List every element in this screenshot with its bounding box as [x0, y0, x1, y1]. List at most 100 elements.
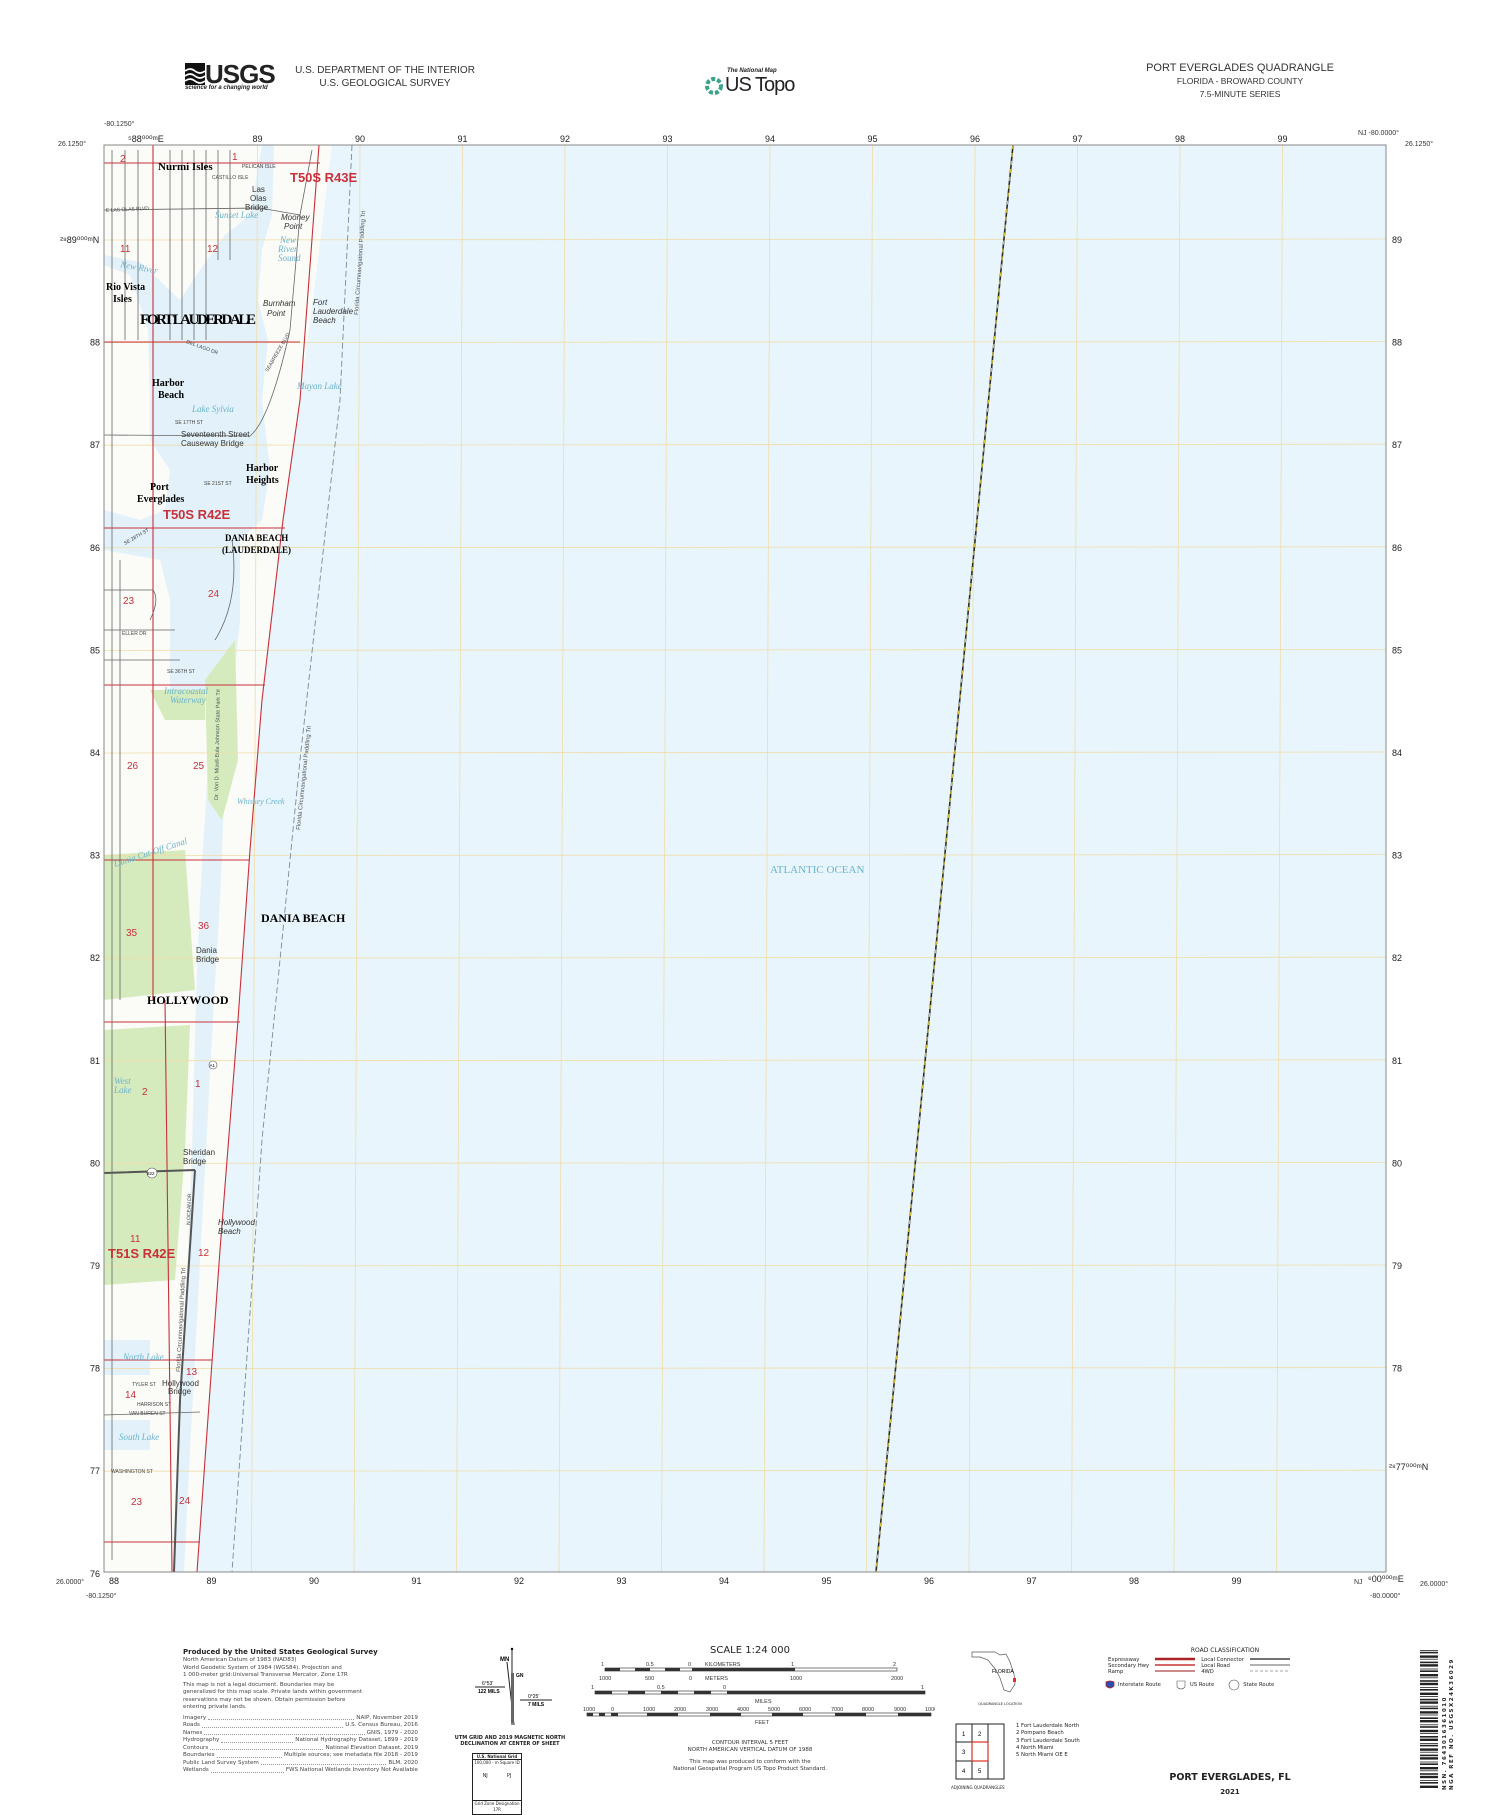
- barcode-bar: [1420, 1650, 1438, 1651]
- easting-tick-label: 89: [207, 1576, 217, 1586]
- usgs-logo: USGS science for a changing world: [185, 61, 276, 91]
- barcode-bar: [1420, 1733, 1438, 1734]
- source-value: U.S. Census Bureau, 2016: [345, 1722, 418, 1728]
- barcode-bar: [1420, 1767, 1438, 1770]
- contour-interval: CONTOUR INTERVAL 5 FEET: [711, 1740, 789, 1746]
- barcode-bar: [1420, 1711, 1438, 1714]
- map-neatline: [103, 144, 1387, 1573]
- scale-title: SCALE 1:24 000: [710, 1645, 790, 1656]
- northing-tick-label: 78: [1392, 1364, 1402, 1374]
- northing-tick-label: 79: [90, 1261, 100, 1271]
- label-intracoastal-1: Intracoastal: [163, 686, 208, 696]
- label-dania-beach: DANIA BEACH: [261, 911, 346, 925]
- decl-left-mils: 122 MILS: [478, 1689, 500, 1695]
- label-rio-vista-2: Isles: [113, 294, 132, 305]
- scale-segment: [647, 1713, 678, 1716]
- adjoining-name: 3 Fort Lauderdale South: [1016, 1737, 1080, 1744]
- label-mooney-1: Mooney: [281, 213, 310, 222]
- corner-ne-lon: NJ -80.0000°: [1358, 129, 1399, 137]
- northing-tick-label: 82: [90, 953, 100, 963]
- northing-tick-label: 83: [1392, 851, 1402, 861]
- scale-tick: 0: [723, 1685, 726, 1691]
- datum-line: World Geodetic System of 1984 (WGS84). P…: [183, 1664, 342, 1671]
- barcode-bar: [1420, 1748, 1438, 1751]
- scale-segment: [898, 1713, 931, 1716]
- scale-segment: [665, 1668, 680, 1671]
- topographic-map[interactable]: Nurmi Isles FORT LAUDERDALE Rio Vista Is…: [0, 0, 1500, 1640]
- source-row: Hydrography National Hydrography Dataset,…: [183, 1737, 418, 1745]
- source-row: Roads U.S. Census Bureau, 2016: [183, 1722, 418, 1730]
- corner-nw-lat: 26.1250°: [58, 140, 86, 148]
- adjoining-cell: 4: [962, 1769, 966, 1775]
- source-label: Roads: [183, 1722, 200, 1728]
- label-sheridan-2: Bridge: [183, 1157, 207, 1166]
- decl-right-angle: 0°25': [528, 1694, 539, 1700]
- northing-tick-label: 87: [1392, 440, 1402, 450]
- label-rio-vista-1: Rio Vista: [106, 282, 145, 293]
- scale-unit: METERS: [705, 1676, 728, 1682]
- label-paddling-trail: Florida Circumnavigational Paddling Trl: [176, 1268, 187, 1373]
- label-burnham-1: Burnham: [263, 299, 296, 308]
- legend-secondary-hwy: Secondary Hwy: [1108, 1663, 1150, 1669]
- scale-segment: [835, 1713, 866, 1716]
- florida-label: FLORIDA: [992, 1669, 1014, 1675]
- usng-box: U.S. National Grid 100,000 - m Square ID…: [472, 1753, 522, 1815]
- easting-tick-label: 96: [970, 134, 980, 144]
- township-label: T50S R43E: [290, 170, 358, 185]
- barcode-bar: [1420, 1773, 1438, 1775]
- street-label: HARRISON ST: [137, 1402, 171, 1408]
- road-legend: ROAD CLASSIFICATION Expressway Local Conn…: [1105, 1647, 1345, 1691]
- vertical-datum: NORTH AMERICAN VERTICAL DATUM OF 1988: [687, 1747, 813, 1753]
- section-number: 14: [125, 1390, 137, 1401]
- label-burnham-2: Point: [267, 309, 286, 318]
- label-nrs-2: River: [277, 244, 298, 254]
- legend-interstate: Interstate Route: [1118, 1682, 1161, 1688]
- section-number: 36: [198, 921, 210, 932]
- label-hollywood-beach-1: Hollywood: [218, 1218, 255, 1227]
- section-number: 11: [120, 244, 131, 255]
- legend-us-route: US Route: [1189, 1682, 1215, 1688]
- usng-left: NJ: [482, 1773, 488, 1779]
- northing-tick-label: 79: [1392, 1261, 1402, 1271]
- sheet-name: PORT EVERGLADES, FL: [1169, 1772, 1291, 1783]
- label-flb-2: Lauderdale: [313, 307, 354, 316]
- easting-tick-label: 92: [560, 134, 570, 144]
- northing-tick-label: 87: [90, 440, 100, 450]
- usgs-wave-icon: [185, 63, 205, 85]
- section-number: 12: [198, 1248, 210, 1259]
- us-topo-logo: The National Map US Topo: [705, 68, 795, 97]
- scale-unit: KILOMETERS: [705, 1662, 741, 1668]
- grid-tick-labels: 89 90 91 92 93 94 95 96 97 98 99 88 89 90 91 92 93 94 95 96…: [90, 134, 1402, 1586]
- township-lines: [104, 145, 320, 1572]
- scale-tick: 7000: [831, 1707, 843, 1713]
- source-value: BLM, 2020: [388, 1759, 418, 1766]
- paddling-trail-offshore: [231, 145, 353, 1572]
- us-route-shield-icon: [1176, 1680, 1186, 1690]
- adjoining-name: 5 North Miami OE E: [1016, 1752, 1068, 1759]
- label-nrs-3: Sound: [278, 253, 301, 263]
- label-west-lake-2: Lake: [113, 1085, 132, 1095]
- scale-segment: [710, 1713, 741, 1716]
- label-state-park-trail: Dr. Von D. Mizell-Eula Johnson State Par…: [214, 689, 222, 800]
- source-row: Wetlands FWS National Wetlands Inventory …: [183, 1767, 418, 1775]
- barcode-bar: [1420, 1738, 1438, 1741]
- source-leader: [210, 1767, 284, 1773]
- declination-diagram: MN GN 6°53' 122 MILS 0°25' 7 MILS UTM GR…: [450, 1645, 570, 1815]
- source-leader: [260, 1760, 387, 1765]
- source-row: Contours National Elevation Dataset, 2019: [183, 1745, 418, 1753]
- easting-tick-label: 92: [514, 1576, 524, 1586]
- label-harbor-beach-1: Harbor: [152, 378, 185, 389]
- source-row: Boundaries Multiple sources; see metadata…: [183, 1752, 418, 1760]
- easting-tick-label: 97: [1073, 134, 1083, 144]
- source-leader: [204, 1730, 365, 1735]
- legend-local-connector: Local Connector: [1201, 1657, 1244, 1663]
- scale-unit: MILES: [755, 1699, 772, 1705]
- section-number: 11: [130, 1234, 141, 1245]
- easting-tick-label: 98: [1129, 1576, 1139, 1586]
- label-flb-1: Fort: [313, 298, 328, 307]
- interstate-shield-icon: [1105, 1680, 1115, 1689]
- source-leader: [216, 1752, 283, 1758]
- survey-line: U.S. GEOLOGICAL SURVEY: [319, 78, 451, 89]
- northing-tick-label: 86: [90, 543, 100, 553]
- label-west-lake-1: West: [114, 1076, 131, 1086]
